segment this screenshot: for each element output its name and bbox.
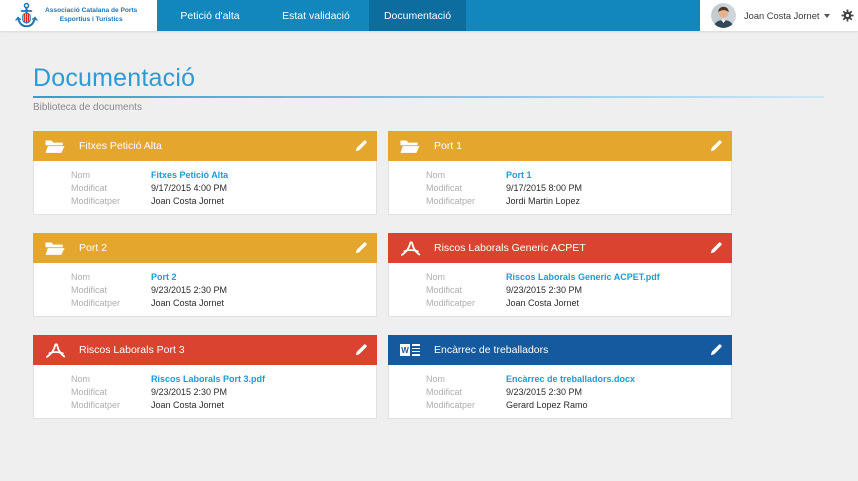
page-title: Documentació <box>33 64 858 93</box>
card-riscos-laborals-generic-acpet: Riscos Laborals Generic ACPET NomRiscos … <box>388 233 732 317</box>
document-link[interactable]: Fitxes Petició Alta <box>151 169 228 182</box>
modified-by: Joan Costa Jornet <box>151 195 224 208</box>
modified-by: Gerard Lopez Ramo <box>506 399 588 412</box>
card-port-2: Port 2 NomPort 2 Modificat9/23/2015 2:30… <box>33 233 377 317</box>
card-title: Riscos Laborals Generic ACPET <box>434 242 586 254</box>
card-riscos-laborals-port-3: Riscos Laborals Port 3 NomRiscos Laboral… <box>33 335 377 419</box>
acrobat-pdf-icon <box>398 240 422 257</box>
field-label-modificat: Modificat <box>426 284 506 297</box>
user-avatar[interactable] <box>711 3 736 28</box>
card-body: NomEncàrrec de treballadors.docx Modific… <box>389 365 731 418</box>
field-label-modificat: Modificat <box>71 284 151 297</box>
field-label-modificatper: Modificatper <box>71 195 151 208</box>
brand-name: Associació Catalana de PortsEsportius i … <box>45 7 137 24</box>
open-folder-icon <box>43 241 67 256</box>
card-header: Riscos Laborals Port 3 <box>33 335 377 365</box>
field-label-modificatper: Modificatper <box>426 399 506 412</box>
pencil-icon[interactable] <box>355 344 367 356</box>
card-encarrec-de-treballadors: W Encàrrec de treballadors NomEncàrrec d… <box>388 335 732 419</box>
card-fitxes-peticio-alta: Fitxes Petició Alta NomFitxes Petició Al… <box>33 131 377 215</box>
card-header: W Encàrrec de treballadors <box>388 335 732 365</box>
user-bar: Joan Costa Jornet ? <box>700 0 858 31</box>
tab-estat-validacio[interactable]: Estat validació <box>263 0 369 31</box>
pencil-icon[interactable] <box>710 344 722 356</box>
card-body: NomRiscos Laborals Generic ACPET.pdf Mod… <box>389 263 731 316</box>
chevron-down-icon[interactable] <box>824 14 830 18</box>
field-label-nom: Nom <box>71 373 151 386</box>
document-link[interactable]: Port 2 <box>151 271 177 284</box>
field-label-modificatper: Modificatper <box>426 297 506 310</box>
field-label-nom: Nom <box>426 271 506 284</box>
modified-by: Joan Costa Jornet <box>506 297 579 310</box>
card-header: Port 2 <box>33 233 377 263</box>
modified-date: 9/23/2015 2:30 PM <box>151 386 227 399</box>
open-folder-icon <box>43 139 67 154</box>
field-label-nom: Nom <box>71 169 151 182</box>
field-label-modificatper: Modificatper <box>71 297 151 310</box>
card-title: Port 2 <box>79 242 107 254</box>
main-nav: Petició d'alta Estat validació Documenta… <box>157 0 700 31</box>
top-bar: Associació Catalana de PortsEsportius i … <box>0 0 858 31</box>
field-label-modificat: Modificat <box>71 182 151 195</box>
pencil-icon[interactable] <box>710 140 722 152</box>
field-label-modificat: Modificat <box>426 386 506 399</box>
tab-peticio-dalta[interactable]: Petició d'alta <box>157 0 263 31</box>
acrobat-pdf-icon <box>43 342 67 359</box>
card-body: NomFitxes Petició Alta Modificat9/17/201… <box>34 161 376 214</box>
field-label-modificat: Modificat <box>71 386 151 399</box>
card-title: Riscos Laborals Port 3 <box>79 344 185 356</box>
field-label-nom: Nom <box>71 271 151 284</box>
card-body: NomPort 2 Modificat9/23/2015 2:30 PM Mod… <box>34 263 376 316</box>
field-label-modificatper: Modificatper <box>71 399 151 412</box>
card-body: NomRiscos Laborals Port 3.pdf Modificat9… <box>34 365 376 418</box>
anchor-senyera-logo-icon <box>13 2 40 29</box>
document-link[interactable]: Port 1 <box>506 169 532 182</box>
modified-by: Joan Costa Jornet <box>151 297 224 310</box>
modified-date: 9/23/2015 2:30 PM <box>506 386 582 399</box>
card-body: NomPort 1 Modificat9/17/2015 8:00 PM Mod… <box>389 161 731 214</box>
card-header: Riscos Laborals Generic ACPET <box>388 233 732 263</box>
brand-logo[interactable]: Associació Catalana de PortsEsportius i … <box>0 0 157 31</box>
pencil-icon[interactable] <box>355 140 367 152</box>
app-window: Associació Catalana de PortsEsportius i … <box>0 0 858 481</box>
document-link[interactable]: Riscos Laborals Generic ACPET.pdf <box>506 271 660 284</box>
card-title: Fitxes Petició Alta <box>79 140 162 152</box>
modified-by: Joan Costa Jornet <box>151 399 224 412</box>
modified-by: Jordi Martin Lopez <box>506 195 580 208</box>
field-label-nom: Nom <box>426 169 506 182</box>
card-header: Port 1 <box>388 131 732 161</box>
page-subtitle: Biblioteca de documents <box>33 102 858 113</box>
gear-icon[interactable] <box>841 9 854 22</box>
ms-word-icon: W <box>398 343 422 357</box>
tab-documentacio[interactable]: Documentació <box>369 0 466 31</box>
card-header: Fitxes Petició Alta <box>33 131 377 161</box>
pencil-icon[interactable] <box>355 242 367 254</box>
field-label-modificat: Modificat <box>426 182 506 195</box>
document-library: Fitxes Petició Alta NomFitxes Petició Al… <box>33 131 733 419</box>
open-folder-icon <box>398 139 422 154</box>
modified-date: 9/23/2015 2:30 PM <box>506 284 582 297</box>
field-label-modificatper: Modificatper <box>426 195 506 208</box>
pencil-icon[interactable] <box>710 242 722 254</box>
modified-date: 9/17/2015 4:00 PM <box>151 182 227 195</box>
card-port-1: Port 1 NomPort 1 Modificat9/17/2015 8:00… <box>388 131 732 215</box>
card-title: Encàrrec de treballadors <box>434 344 548 356</box>
modified-date: 9/23/2015 2:30 PM <box>151 284 227 297</box>
modified-date: 9/17/2015 8:00 PM <box>506 182 582 195</box>
document-link[interactable]: Encàrrec de treballadors.docx <box>506 373 635 386</box>
title-underline <box>33 96 824 98</box>
document-link[interactable]: Riscos Laborals Port 3.pdf <box>151 373 265 386</box>
field-label-nom: Nom <box>426 373 506 386</box>
card-title: Port 1 <box>434 140 462 152</box>
user-menu[interactable]: Joan Costa Jornet <box>744 11 819 21</box>
